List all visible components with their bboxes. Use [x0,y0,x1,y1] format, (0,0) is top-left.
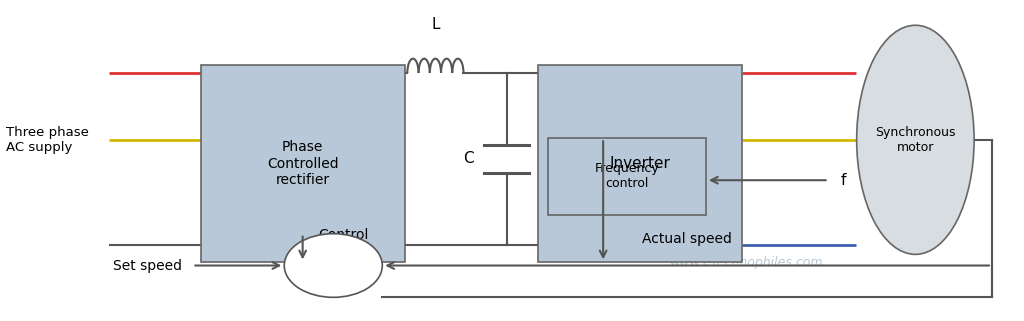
Text: L: L [431,17,439,32]
FancyBboxPatch shape [548,138,706,215]
Text: Synchronous
motor: Synchronous motor [876,126,955,154]
Text: C: C [464,152,474,166]
Text: Frequency
control: Frequency control [595,162,659,190]
Text: Set speed: Set speed [113,258,182,273]
FancyBboxPatch shape [538,65,741,262]
Ellipse shape [285,234,382,297]
Text: Three phase
AC supply: Three phase AC supply [6,126,89,154]
Text: Phase
Controlled
rectifier: Phase Controlled rectifier [267,141,339,187]
Ellipse shape [857,25,974,254]
Text: www.eTechnophiles.com: www.eTechnophiles.com [670,256,823,269]
FancyBboxPatch shape [201,65,404,262]
Text: Actual speed: Actual speed [642,232,732,247]
Text: Inverter: Inverter [609,156,670,171]
Text: f: f [841,173,846,188]
Text: Control: Control [318,228,369,242]
